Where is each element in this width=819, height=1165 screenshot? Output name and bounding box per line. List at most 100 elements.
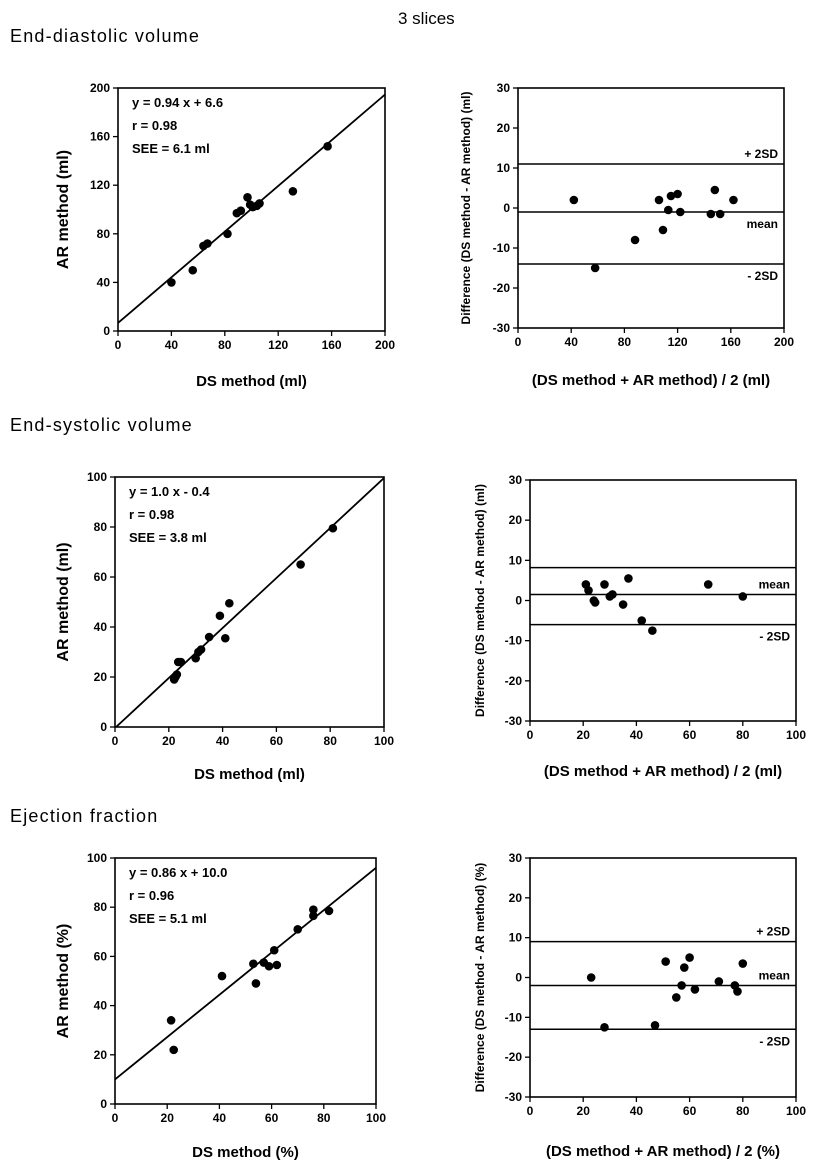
data-point: [590, 598, 600, 607]
x-tick-label: 100: [366, 1111, 386, 1125]
y-tick-label: 120: [90, 178, 110, 192]
x-tick-label: 60: [265, 1111, 279, 1125]
regression-annotation: r = 0.96: [129, 888, 174, 903]
reference-line-label: - 2SD: [759, 630, 790, 644]
x-tick-label: 160: [721, 335, 741, 349]
x-tick-label: 20: [162, 734, 176, 748]
data-point: [703, 580, 713, 589]
data-point: [236, 206, 246, 216]
regression-line: [115, 477, 384, 727]
x-tick-label: 80: [736, 728, 750, 742]
x-tick-label: 60: [683, 1104, 697, 1118]
data-point: [715, 209, 725, 219]
y-axis-label: AR method (%): [55, 924, 72, 1039]
y-tick-label: -20: [505, 674, 523, 688]
data-point: [630, 235, 640, 245]
y-tick-label: 60: [94, 570, 108, 584]
data-point: [255, 199, 264, 208]
x-tick-label: 20: [577, 728, 591, 742]
y-tick-label: -30: [505, 714, 523, 728]
y-tick-label: -30: [505, 1090, 523, 1104]
y-tick-label: 20: [94, 1048, 108, 1062]
data-point: [215, 611, 225, 621]
x-tick-label: 80: [618, 335, 632, 349]
data-point: [288, 186, 298, 196]
x-axis-label: DS method (%): [192, 1144, 299, 1161]
y-tick-label: 30: [509, 851, 523, 865]
y-axis-label: Difference (DS method - AR method) (ml): [459, 92, 473, 325]
data-point: [584, 586, 593, 595]
y-tick-label: 0: [515, 971, 522, 985]
data-point: [251, 979, 261, 988]
data-point: [729, 195, 738, 205]
data-point: [309, 905, 318, 914]
data-point: [166, 1016, 176, 1025]
data-point: [324, 906, 334, 916]
x-axis-label: DS method (ml): [196, 373, 307, 390]
y-tick-label: 30: [497, 81, 511, 95]
y-tick-label: 30: [509, 473, 523, 487]
x-tick-label: 200: [375, 338, 395, 352]
data-point: [624, 574, 633, 583]
regression-annotation: y = 0.86 x + 10.0: [129, 865, 227, 880]
x-tick-label: 40: [165, 338, 179, 352]
data-point: [309, 911, 318, 921]
plot-frame: [529, 479, 797, 722]
data-point: [172, 670, 182, 679]
data-point: [569, 195, 579, 205]
section-title-esv: End-systolic volume: [10, 415, 193, 435]
section-title-ef: Ejection fraction: [10, 806, 158, 826]
y-tick-label: -10: [493, 241, 511, 255]
data-point: [738, 592, 748, 601]
y-tick-label: -20: [505, 1050, 523, 1064]
x-tick-label: 120: [268, 338, 288, 352]
x-tick-label: 0: [527, 1104, 534, 1118]
data-point: [243, 193, 252, 202]
y-tick-label: 160: [90, 130, 110, 144]
y-tick-label: -10: [505, 634, 523, 648]
data-point: [658, 225, 668, 235]
data-point: [677, 981, 686, 990]
y-tick-label: 0: [503, 201, 510, 215]
x-tick-label: 100: [786, 1104, 806, 1118]
y-axis-label: Difference (DS method - AR method) (%): [473, 863, 487, 1093]
y-tick-label: 10: [509, 931, 523, 945]
x-tick-label: 20: [577, 1104, 591, 1118]
x-tick-label: 100: [374, 734, 394, 748]
data-point: [204, 632, 214, 642]
data-point: [600, 1022, 609, 1032]
y-tick-label: 20: [509, 891, 523, 905]
data-point: [618, 600, 628, 609]
y-tick-label: 80: [94, 520, 108, 534]
y-axis-label: Difference (DS method - AR method) (ml): [473, 484, 487, 717]
regression-annotation: SEE = 3.8 ml: [129, 530, 207, 545]
y-tick-label: 0: [103, 324, 110, 338]
data-point: [590, 263, 600, 273]
y-tick-label: 0: [515, 594, 522, 608]
x-tick-label: 60: [270, 734, 284, 748]
data-point: [661, 957, 670, 966]
y-tick-label: 20: [497, 121, 511, 135]
data-point: [650, 1021, 660, 1030]
regression-annotation: r = 0.98: [132, 118, 177, 133]
data-point: [225, 598, 234, 608]
x-tick-label: 40: [565, 335, 579, 349]
x-axis-label: (DS method + AR method) / 2 (ml): [544, 763, 782, 780]
data-point: [203, 239, 212, 248]
section-title-edv: End-diastolic volume: [10, 26, 200, 46]
x-tick-label: 0: [112, 734, 119, 748]
data-point: [323, 142, 332, 151]
y-tick-label: -30: [493, 321, 511, 335]
x-tick-label: 40: [630, 1104, 644, 1118]
y-axis-label: AR method (ml): [55, 150, 72, 269]
x-axis-label: (DS method + AR method) / 2 (%): [546, 1143, 780, 1160]
x-tick-label: 40: [213, 1111, 227, 1125]
plot-frame: [114, 476, 385, 728]
regression-annotation: r = 0.98: [129, 507, 174, 522]
chart-panel-3: 0 20 40 60 80 100 0 20 40 60 80 100 DS method (ml) AR…: [55, 470, 394, 783]
x-tick-label: 0: [527, 728, 534, 742]
regression-line: [115, 867, 376, 1081]
chart-panel-5: 0 20 40 60 80 100 0 20 40 60 80 100 DS method (%) AR …: [55, 851, 386, 1161]
